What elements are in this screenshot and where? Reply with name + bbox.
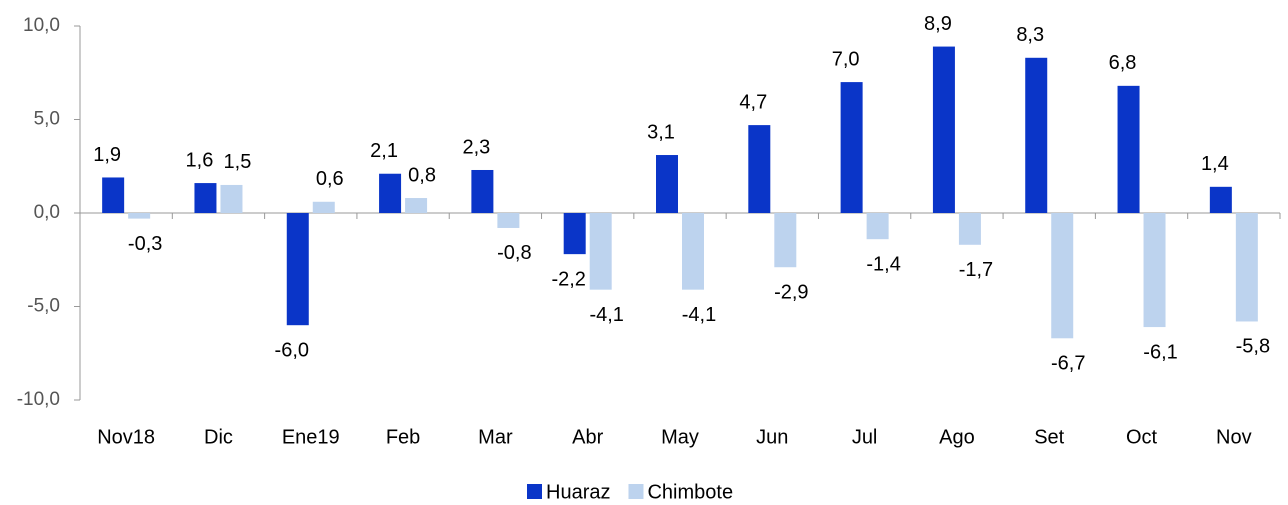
data-label: 1,5 — [224, 151, 252, 173]
y-tick-label: 10,0 — [23, 15, 60, 36]
bar — [405, 198, 428, 213]
bar — [1209, 186, 1232, 213]
bar — [748, 125, 771, 213]
x-tick-label: Ene19 — [282, 426, 340, 448]
legend-label: Chimbote — [647, 481, 733, 503]
legend-label: Huaraz — [546, 481, 610, 503]
bar — [840, 82, 863, 213]
data-label: -6,1 — [1143, 341, 1177, 363]
legend-swatch — [628, 484, 644, 499]
data-label: -5,8 — [1236, 336, 1270, 358]
data-label: 1,9 — [93, 144, 121, 166]
x-tick-label: Jul — [852, 426, 878, 448]
data-label: -0,8 — [497, 242, 531, 264]
data-label: 4,7 — [739, 91, 767, 113]
data-label: 0,6 — [316, 168, 344, 190]
data-label: 7,0 — [832, 48, 860, 70]
data-label: 2,3 — [462, 136, 490, 158]
bar — [194, 183, 217, 213]
bar — [1235, 213, 1258, 322]
bar — [866, 213, 889, 240]
bar — [128, 213, 151, 219]
bar — [656, 155, 678, 213]
bar — [497, 213, 520, 228]
data-label: 1,4 — [1201, 153, 1229, 175]
y-tick-label: -10,0 — [17, 389, 60, 410]
data-label: 0,8 — [408, 164, 436, 186]
x-tick-label: Feb — [386, 426, 420, 448]
data-label: -1,4 — [866, 253, 900, 275]
bar — [1117, 85, 1140, 213]
data-label: 1,6 — [186, 149, 214, 171]
data-label: 3,1 — [647, 121, 675, 143]
bar — [1025, 57, 1048, 213]
x-tick-label: Ago — [939, 426, 975, 448]
x-tick-label: Nov18 — [97, 426, 155, 448]
data-label: -1,7 — [959, 259, 993, 281]
data-label: 6,8 — [1109, 52, 1137, 74]
bar — [312, 201, 335, 213]
x-tick-label: May — [661, 426, 699, 448]
bar — [958, 213, 981, 245]
bar — [589, 213, 612, 290]
x-tick-label: Set — [1034, 426, 1064, 448]
legend-swatch — [527, 484, 542, 499]
bar — [471, 169, 494, 213]
bar — [286, 213, 309, 326]
y-tick-label: 5,0 — [34, 109, 60, 130]
bar — [682, 213, 704, 290]
data-label: 8,9 — [924, 13, 952, 35]
x-tick-label: Dic — [204, 426, 233, 448]
data-label: 2,1 — [370, 140, 398, 162]
data-label: -4,1 — [589, 304, 623, 326]
y-tick-label: 0,0 — [34, 202, 60, 223]
bar — [102, 177, 125, 213]
data-label: -2,9 — [774, 282, 808, 304]
data-label: 8,3 — [1016, 24, 1044, 46]
bar — [1143, 213, 1166, 328]
bar — [379, 173, 402, 213]
x-tick-label: Jun — [756, 426, 788, 448]
x-tick-label: Oct — [1126, 426, 1158, 448]
bar — [563, 213, 586, 255]
bar — [932, 46, 955, 213]
y-tick-label: -5,0 — [27, 296, 60, 317]
data-label: -6,0 — [275, 339, 309, 361]
x-tick-label: Nov — [1216, 426, 1252, 448]
bar — [220, 184, 243, 213]
data-label: -2,2 — [551, 268, 585, 290]
x-tick-label: Abr — [572, 426, 603, 448]
bar — [1051, 213, 1074, 339]
data-label: -4,1 — [682, 304, 716, 326]
x-tick-label: Mar — [478, 426, 513, 448]
data-label: -0,3 — [128, 233, 162, 255]
bar — [774, 213, 797, 268]
data-label: -6,7 — [1051, 353, 1085, 375]
